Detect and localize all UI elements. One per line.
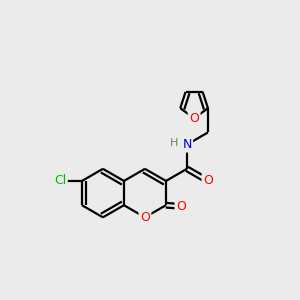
Text: O: O — [189, 112, 199, 125]
Text: O: O — [140, 211, 150, 224]
Text: Cl: Cl — [54, 175, 66, 188]
Text: O: O — [176, 200, 186, 213]
Text: H: H — [170, 138, 178, 148]
Text: N: N — [182, 138, 192, 151]
Text: O: O — [203, 175, 213, 188]
